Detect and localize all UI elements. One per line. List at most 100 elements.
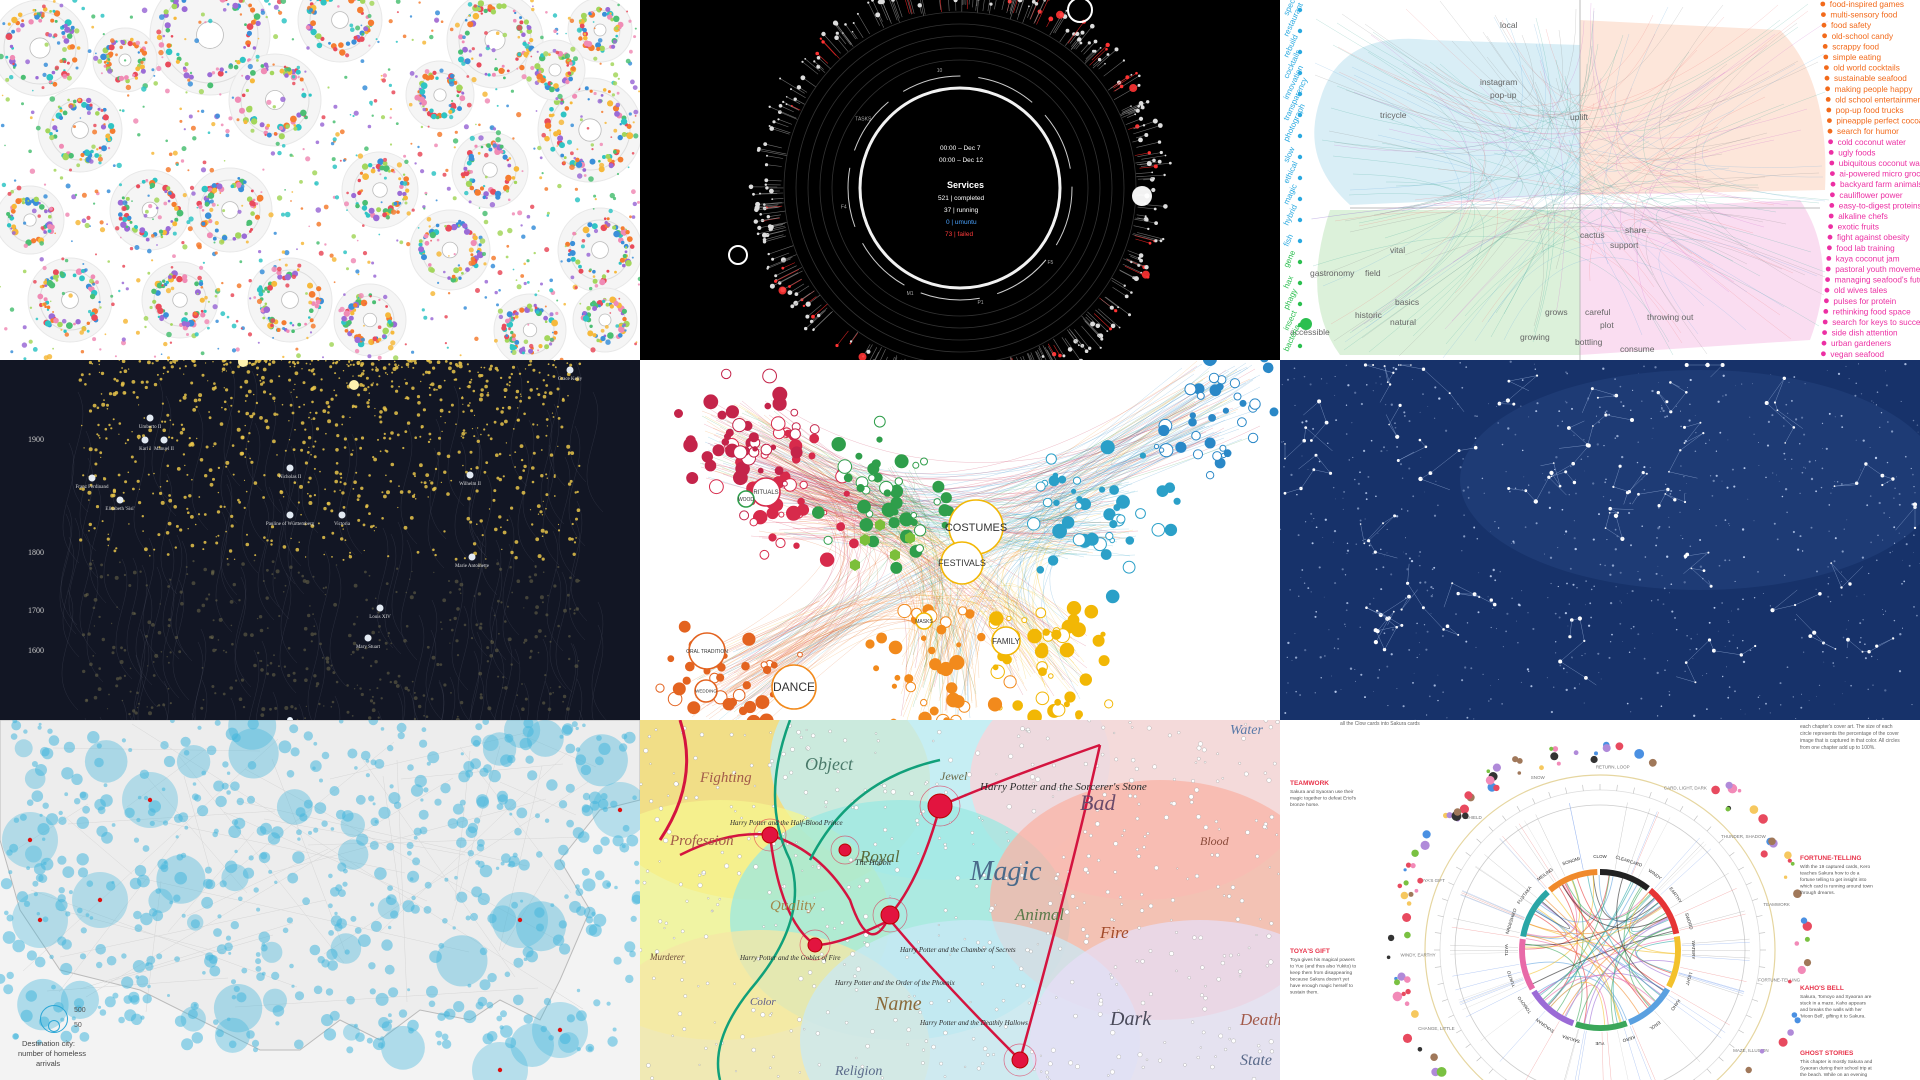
service-branch <box>853 22 864 38</box>
lineage-curve <box>201 679 208 720</box>
royal-dot <box>258 360 262 362</box>
royal-dot <box>335 462 339 465</box>
royal-dot <box>315 411 318 415</box>
royal-dot <box>448 366 452 371</box>
cluster-dot <box>206 232 213 239</box>
scatter-dot <box>492 143 497 148</box>
cluster-dot <box>361 163 369 170</box>
cluster-dot <box>53 317 59 324</box>
scatter-dot <box>532 5 534 7</box>
service-node <box>816 56 821 60</box>
cluster-dot <box>95 280 99 285</box>
service-node <box>849 340 853 343</box>
service-branch <box>780 105 794 113</box>
link-line <box>1542 207 1826 278</box>
cluster-dot <box>605 302 610 307</box>
scatter-dot <box>181 146 187 152</box>
royal-dot <box>356 498 360 501</box>
service-branch <box>1104 296 1119 308</box>
royal-dot <box>266 672 269 676</box>
service-branch <box>766 155 784 159</box>
link-line <box>1503 10 1595 315</box>
royal-dot <box>453 616 457 621</box>
cluster-word: historic <box>1355 310 1383 320</box>
royal-dot <box>121 699 124 702</box>
notable-royal-name: Wilhelm II <box>459 482 481 487</box>
royal-dot <box>290 391 292 393</box>
royal-dot <box>382 406 387 410</box>
cluster-dot <box>46 279 54 287</box>
link-line <box>1433 71 1726 135</box>
service-node <box>793 97 797 101</box>
notable-royal-name: Nicholas II <box>279 475 302 480</box>
royal-dot <box>529 388 533 392</box>
scatter-dot <box>169 341 173 344</box>
scatter-dot <box>4 327 8 331</box>
scatter-dot <box>494 338 498 343</box>
scatter-dot <box>464 190 469 196</box>
cluster-dot <box>55 129 59 132</box>
link-line <box>1387 226 1783 278</box>
royal-dot <box>293 481 297 484</box>
cluster-dot <box>151 288 157 294</box>
cluster-dot <box>64 26 71 33</box>
cluster-dot <box>219 0 226 3</box>
scatter-dot <box>168 152 173 157</box>
scatter-dot <box>357 273 360 276</box>
right-trend-dot <box>1821 22 1827 28</box>
cluster-dot <box>508 157 512 160</box>
cluster-dot <box>592 269 596 274</box>
cluster-dot <box>592 333 597 338</box>
royal-dot <box>274 706 278 710</box>
service-node <box>805 314 810 319</box>
scatter-dot <box>151 151 155 155</box>
scatter-dot <box>16 185 22 191</box>
link-line <box>1575 16 1725 190</box>
royal-dot <box>333 490 336 493</box>
service-node <box>788 285 791 288</box>
lineage-curve <box>256 640 268 720</box>
lineage-curve <box>470 631 483 720</box>
scatter-dot <box>367 260 371 264</box>
cluster-dot <box>591 300 596 305</box>
royal-dot <box>294 383 296 386</box>
royal-dot <box>341 491 345 495</box>
royal-dot <box>375 368 379 372</box>
service-branch <box>1006 0 1011 13</box>
royal-dot <box>566 707 570 711</box>
service-branch <box>766 180 782 182</box>
royal-dot <box>378 415 382 419</box>
cluster-dot <box>487 73 491 77</box>
royal-dot <box>142 434 145 438</box>
scatter-dot <box>305 292 308 295</box>
scatter-dot <box>362 224 365 227</box>
cluster-dot <box>132 42 137 47</box>
cluster-dot <box>602 299 606 303</box>
royal-dot <box>404 430 408 433</box>
royal-dot <box>422 694 426 697</box>
royal-dot <box>201 603 206 608</box>
cluster-dot <box>618 333 623 338</box>
cluster-dot <box>458 276 462 280</box>
cluster-dot <box>528 348 534 354</box>
scatter-dot <box>364 146 369 151</box>
scatter-dot <box>541 132 546 138</box>
scatter-dot <box>214 220 219 226</box>
scatter-dot <box>0 123 5 128</box>
left-trend-dot <box>1297 238 1303 244</box>
cluster-dot <box>600 94 604 97</box>
scatter-dot <box>377 325 382 330</box>
royal-dot <box>169 361 173 365</box>
notable-royal-dot <box>116 496 124 504</box>
cluster-dot <box>617 134 623 141</box>
royal-dot <box>95 505 100 509</box>
cluster-dot <box>494 67 499 72</box>
royal-dot <box>367 405 370 408</box>
cluster-dot <box>535 310 540 314</box>
lineage-curve <box>249 649 260 720</box>
cluster-center <box>578 118 602 142</box>
cluster-dot <box>506 69 510 73</box>
right-trend-dot <box>1822 44 1828 49</box>
link-line <box>1589 172 1826 273</box>
royal-dot <box>303 626 308 631</box>
